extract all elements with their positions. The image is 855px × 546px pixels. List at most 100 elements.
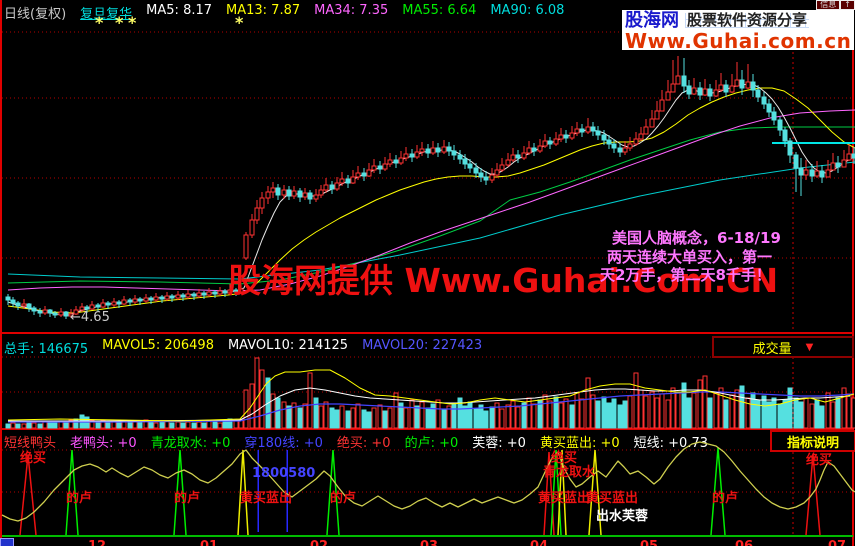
indicator-label: 的卢 <box>712 490 738 506</box>
volume-indicator-selector[interactable]: 成交量 ▼ <box>712 336 854 358</box>
candle <box>489 174 495 181</box>
candle <box>5 296 11 301</box>
candle <box>638 133 644 140</box>
volume-bar <box>606 402 612 429</box>
volume-bar <box>713 392 719 429</box>
volume-bar <box>739 385 745 429</box>
candle <box>371 165 377 171</box>
volume-bar <box>451 402 457 429</box>
indicator-label: 绝买 <box>806 452 832 468</box>
volume-bar <box>323 401 329 429</box>
candle <box>313 194 319 200</box>
volume-bar <box>558 402 564 429</box>
ma55-line <box>7 126 855 285</box>
candle <box>291 190 297 197</box>
volume-bar <box>462 405 468 429</box>
volume-bar <box>318 405 324 429</box>
candle <box>542 140 548 147</box>
volume-bar <box>478 404 484 429</box>
volume-bar <box>542 394 548 429</box>
mini-toolbar-cell-1[interactable]: ↑ <box>840 0 855 10</box>
volume-bar <box>825 392 831 429</box>
candle <box>323 184 329 191</box>
scrollbar-corner[interactable] <box>0 538 14 546</box>
volume-bar <box>68 419 74 429</box>
volume-bar <box>281 401 287 429</box>
indicator-label: 出水芙蓉 <box>596 508 649 524</box>
candle <box>814 170 820 177</box>
volume-bar <box>718 387 724 429</box>
candle <box>809 169 815 177</box>
volume-bar <box>691 392 697 429</box>
candle <box>26 303 32 309</box>
candle <box>505 159 511 166</box>
volume-bar <box>745 397 751 429</box>
candle <box>414 151 420 158</box>
volume-bar <box>766 401 772 429</box>
volume-bar <box>627 395 633 429</box>
volume-bar <box>654 397 660 429</box>
mini-toolbar-cell-0[interactable]: 信息 <box>816 0 841 10</box>
candle <box>58 311 64 316</box>
candle <box>435 147 441 153</box>
mavol5-line <box>7 369 855 422</box>
indicator-header-item-1: 老鸭头: +0 <box>70 436 137 451</box>
signal-spike <box>237 449 249 536</box>
volume-bar <box>382 410 388 429</box>
indicator-header-item-2: 青龙取水: +0 <box>150 436 231 451</box>
volume-bar <box>755 399 761 429</box>
mini-toolbar[interactable]: 信息 ↑ <box>816 0 855 10</box>
candle <box>553 138 559 145</box>
volume-bar <box>15 423 21 429</box>
volume-bar <box>26 422 32 429</box>
volume-bar <box>425 407 431 429</box>
oscillator-line <box>1 441 855 522</box>
candle <box>590 126 596 132</box>
candle <box>691 87 697 95</box>
candle <box>201 292 207 296</box>
volume-bar <box>127 422 133 429</box>
candle <box>259 197 265 209</box>
volume-bar <box>185 421 191 429</box>
candle <box>755 89 761 98</box>
volume-bar <box>148 421 154 429</box>
volume-bar <box>777 403 783 429</box>
candle <box>79 306 85 311</box>
volume-bar <box>217 422 223 429</box>
candle <box>73 309 79 315</box>
volume-bar <box>585 377 591 429</box>
candle <box>265 191 271 199</box>
candle <box>297 190 303 198</box>
candle <box>723 84 729 93</box>
indicator-header-item-0: 短线鸭头 <box>4 436 57 451</box>
volume-bar <box>563 398 569 429</box>
candle <box>105 302 111 306</box>
candle <box>47 309 53 314</box>
volume-bar <box>361 409 367 429</box>
volume-header-item-3: MAVOL20: 227423 <box>362 338 483 353</box>
volume-bar <box>830 401 836 429</box>
candle <box>37 310 43 314</box>
guhai-logo: 股海网 股票软件资源分享 Www.Guhai.com.cn <box>622 10 854 51</box>
candle <box>212 291 218 295</box>
volume-bar <box>339 405 345 429</box>
candle <box>180 294 186 298</box>
indicator-help-button[interactable]: 指标说明 <box>770 430 855 452</box>
candle <box>787 140 793 156</box>
candle <box>777 119 783 131</box>
volume-header-item-0: 总手: 146675 <box>4 342 89 357</box>
volume-bar <box>569 404 575 429</box>
star-marker: * <box>95 13 104 32</box>
volume-bar <box>531 403 537 429</box>
volume-bar <box>105 421 111 429</box>
candle <box>627 143 633 149</box>
candle <box>473 167 479 174</box>
candle <box>430 147 436 154</box>
signal-spike <box>588 449 602 536</box>
candle <box>569 132 575 139</box>
volume-bar <box>121 421 127 429</box>
volume-bar <box>58 421 64 429</box>
volume-bar <box>835 397 841 429</box>
watermark-text: 股海网提供 Www.Guhai.Com.CN <box>228 261 778 300</box>
